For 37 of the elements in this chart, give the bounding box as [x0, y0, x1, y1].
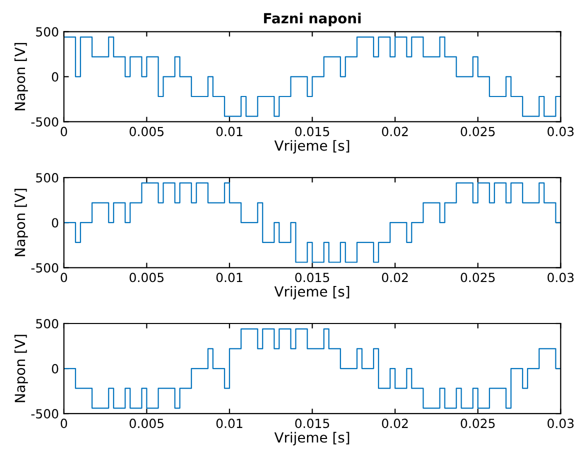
y-tick-label: 0	[52, 218, 58, 228]
y-tick-label: -500	[31, 263, 58, 273]
x-tick-label: 0.015	[295, 418, 330, 428]
x-tick-label: 0.03	[548, 272, 574, 282]
x-tick-label: 0.005	[130, 126, 164, 136]
x-tick-label: 0.02	[382, 272, 408, 282]
y-tick-label: 500	[36, 318, 58, 328]
x-tick-label: 0	[60, 272, 68, 282]
x-axis-title: Vrijeme [s]	[274, 286, 350, 300]
x-tick-label: 0.02	[382, 126, 408, 136]
y-tick-label: 500	[36, 173, 58, 182]
y-axis-title: Napon [V]	[14, 42, 28, 110]
x-tick-label: 0.03	[548, 126, 574, 136]
x-tick-label: 0.03	[548, 418, 574, 428]
x-tick-label: 0.015	[295, 126, 330, 136]
chart-title: Fazni naponi	[264, 12, 361, 26]
y-axis-title: Napon [V]	[14, 188, 28, 256]
y-tick-label: -500	[31, 409, 58, 419]
x-tick-label: 0.015	[295, 272, 330, 282]
x-tick-label: 0.01	[216, 272, 242, 282]
x-tick-label: 0	[60, 418, 68, 428]
x-tick-label: 0.005	[130, 272, 164, 282]
x-tick-label: 0.025	[460, 272, 495, 282]
x-tick-label: 0.01	[216, 418, 242, 428]
x-axis-title: Vrijeme [s]	[274, 432, 350, 446]
y-tick-label: 500	[36, 27, 58, 37]
x-tick-label: 0.005	[130, 418, 164, 428]
y-tick-label: 0	[52, 72, 58, 82]
x-tick-label: 0.01	[216, 126, 242, 136]
y-tick-label: 0	[52, 364, 58, 374]
y-tick-label: -500	[31, 117, 58, 127]
x-tick-label: 0.025	[460, 126, 495, 136]
x-tick-label: 0.025	[460, 418, 495, 428]
x-tick-label: 0	[60, 126, 68, 136]
x-axis-title: Vrijeme [s]	[274, 140, 350, 154]
y-axis-title: Napon [V]	[14, 334, 28, 402]
x-tick-label: 0.02	[382, 418, 408, 428]
